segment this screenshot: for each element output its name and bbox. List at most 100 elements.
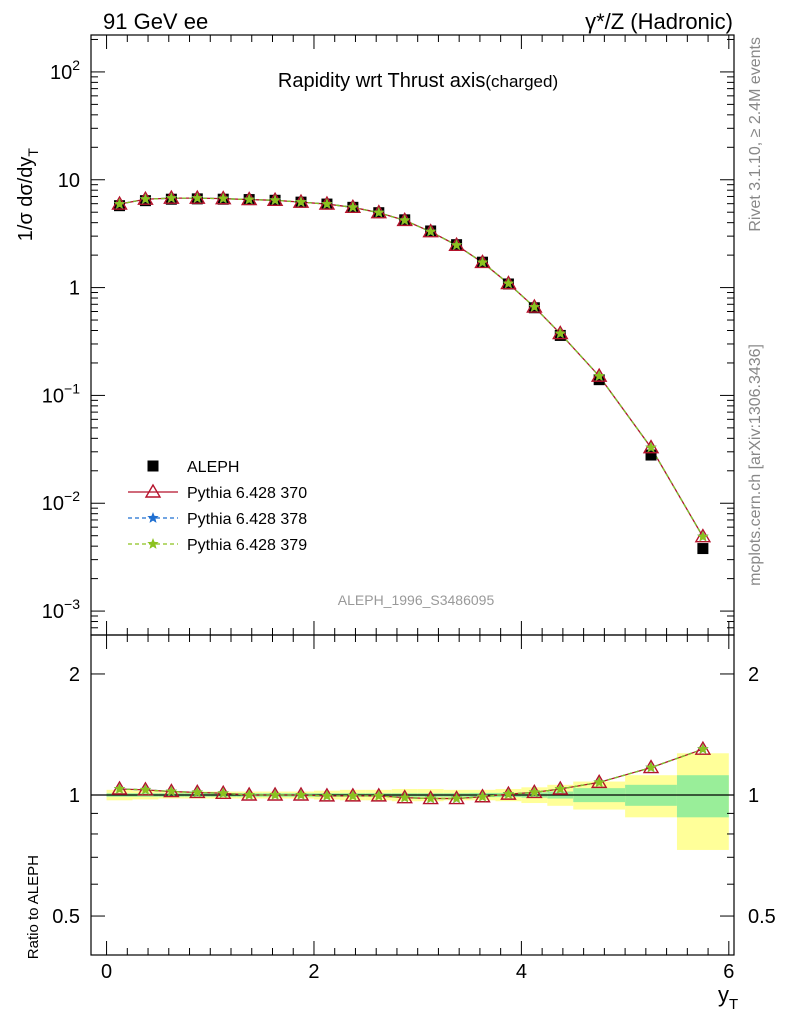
ratio-panel-ticks: 0.5 0.5 1 1 2 2 0 2 4 6	[52, 635, 776, 983]
legend-label: Pythia 6.428 379	[187, 537, 307, 554]
y-tick-label-base: 10	[58, 170, 80, 192]
ratio-pythia-6-428-379-point	[191, 786, 203, 798]
top-y-axis-label-main: 1/σ dσ/dy	[15, 157, 37, 242]
pythia-6-428-379-point	[243, 193, 255, 205]
aleph-point	[593, 374, 605, 386]
x-axis-label-sub: T	[729, 996, 738, 1013]
legend-item-aleph: ALEPH	[147, 459, 239, 476]
y-tick-label-exponent: −2	[64, 488, 80, 504]
plot-title-main: Rapidity wrt Thrust axis	[278, 70, 485, 92]
ratio-y-tick-label-right: 2	[748, 664, 759, 686]
y-tick-label: 1	[69, 278, 80, 300]
pythia-6-428-379-point	[697, 530, 709, 542]
ratio-y-axis-label: Ratio to ALEPH	[25, 855, 42, 959]
x-tick-label: 2	[308, 961, 319, 983]
rivet-label: Rivet 3.1.10, ≥ 2.4M events	[747, 37, 764, 232]
ratio-pythia-6-428-379-point	[165, 785, 178, 797]
ratio-pythia-6-428-379-point	[554, 783, 566, 794]
pythia-6-428-379-point	[502, 277, 515, 289]
legend-label: ALEPH	[187, 459, 239, 476]
legend-label: Pythia 6.428 378	[187, 511, 307, 528]
header-left: 91 GeV ee	[103, 9, 208, 34]
y-tick-label: 10	[58, 170, 80, 192]
pythia-6-428-379-point	[424, 225, 437, 237]
pythia-6-428-379-point	[347, 201, 359, 213]
pythia-6-428-379-point	[476, 256, 489, 268]
pythia-6-428-379-point	[645, 441, 657, 453]
ratio-y-tick-label-left: 1	[69, 785, 80, 807]
pythia-6-428-379-point	[399, 214, 411, 226]
pythia-6-428-379-point	[113, 198, 126, 209]
top-panel-series	[111, 189, 712, 555]
y-tick-label-base: 10	[50, 62, 72, 84]
pythia-6-428-379-point	[528, 301, 541, 312]
y-tick-label-exponent: 2	[72, 57, 80, 73]
ratio-pythia-6-428-379-point	[139, 783, 152, 795]
ratio-pythia-6-428-379-point	[113, 783, 126, 794]
y-tick-label-base: 10	[42, 493, 64, 515]
aleph-point	[697, 543, 709, 555]
y-tick-label-exponent: −3	[64, 596, 80, 612]
x-axis-label: yT	[718, 982, 738, 1013]
pythia-6-428-379-point	[450, 239, 463, 251]
x-tick-label: 0	[101, 961, 112, 983]
x-axis-label-main: y	[718, 982, 729, 1007]
pythia-6-428-379-point	[295, 196, 307, 207]
ratio-pythia-6-428-379-point	[450, 792, 463, 804]
ratio-pythia-6-428-379-point	[373, 789, 385, 801]
pythia-6-428-379-point	[593, 370, 605, 381]
pythia-6-428-379-point	[165, 192, 178, 203]
x-tick-label: 4	[516, 961, 527, 983]
top-y-axis-label-sub: T	[25, 148, 41, 157]
pythia-6-428-379-point	[191, 192, 203, 203]
ratio-pythia-6-428-379-point	[217, 787, 229, 799]
legend-label: Pythia 6.428 370	[187, 485, 307, 502]
stat-uncertainty-band	[676, 775, 729, 818]
analysis-watermark: ALEPH_1996_S3486095	[338, 592, 495, 608]
plot-title: Rapidity wrt Thrust axis(charged)	[278, 70, 558, 92]
ratio-pythia-6-428-379-point	[697, 743, 709, 754]
ratio-y-tick-label-right: 0.5	[748, 906, 776, 928]
top-y-axis-label: 1/σ dσ/dyT	[15, 148, 41, 242]
ratio-pythia-6-428-379-point	[645, 761, 657, 773]
legend-item-pythia-6-428-378: Pythia 6.428 378	[128, 511, 307, 528]
ratio-panel-series	[111, 740, 712, 805]
y-tick-label: 10−1	[42, 380, 80, 407]
legend-marker	[147, 460, 159, 472]
y-tick-label-base: 10	[42, 601, 64, 623]
legend-marker	[144, 483, 162, 498]
ratio-pythia-6-428-379-point	[243, 789, 255, 800]
ratio-pythia-6-428-379-point	[295, 789, 307, 800]
ratio-pythia-6-428-379-point	[269, 789, 281, 800]
x-tick-label: 6	[723, 961, 734, 983]
mcplots-label: mcplots.cern.ch [arXiv:1306.3436]	[747, 344, 764, 586]
y-tick-label-base: 10	[42, 385, 64, 407]
aleph-point	[645, 449, 657, 461]
ratio-pythia-6-428-379-point	[476, 790, 489, 802]
y-tick-label: 102	[50, 57, 80, 84]
legend-marker	[147, 512, 159, 523]
pythia-6-428-379-point	[217, 192, 229, 204]
legend-marker	[147, 538, 159, 549]
ratio-pythia-6-428-379-point	[593, 776, 605, 788]
y-tick-label: 10−2	[42, 488, 80, 515]
ratio-pythia-6-428-379-point	[502, 788, 515, 799]
ratio-y-tick-label-left: 2	[69, 664, 80, 686]
ratio-y-tick-label-left: 0.5	[52, 906, 80, 928]
legend-item-pythia-6-428-370: Pythia 6.428 370	[128, 483, 307, 502]
plot-title-sub: (charged)	[485, 72, 558, 91]
ratio-panel-frame	[90, 634, 735, 956]
ratio-pythia-6-428-379-point	[321, 789, 333, 801]
y-tick-label-exponent: −1	[64, 380, 80, 396]
y-tick-label: 10−3	[42, 596, 80, 623]
ratio-y-tick-label-right: 1	[748, 785, 759, 807]
y-tick-label-base: 1	[69, 278, 80, 300]
ratio-pythia-6-428-379-point	[528, 786, 541, 798]
legend-item-pythia-6-428-379: Pythia 6.428 379	[128, 537, 307, 554]
pythia-6-428-379-point	[554, 327, 566, 339]
pythia-6-428-379-point	[139, 193, 152, 205]
ratio-pythia-6-428-379-point	[399, 791, 411, 803]
legend: ALEPH Pythia 6.428 370 Pythia 6.428 378 Pyt…	[128, 459, 307, 554]
